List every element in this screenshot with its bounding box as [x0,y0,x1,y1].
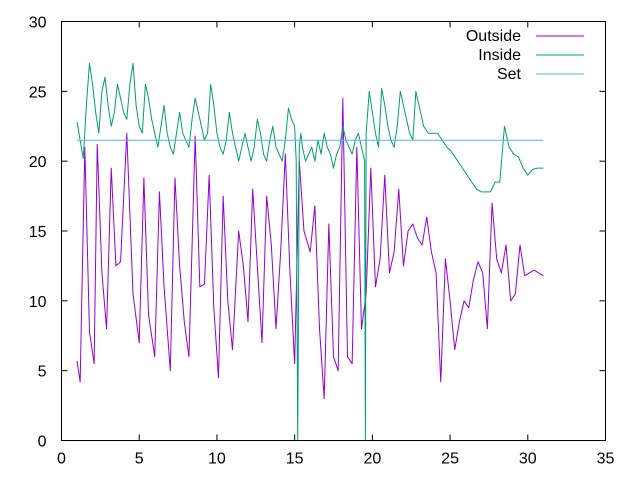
x-tick-label: 25 [441,451,459,468]
series-line-outside [76,97,544,400]
y-tick-label: 5 [38,364,47,381]
y-tick-label: 20 [29,154,47,171]
y-tick-label: 0 [38,434,47,451]
x-tick-label: 15 [286,451,304,468]
legend: Outside Inside Set [466,28,584,83]
x-tick-label: 0 [57,451,66,468]
y-tick-label: 10 [29,294,47,311]
x-tick-label: 10 [208,451,226,468]
series-line-inside [76,62,544,441]
x-tick-label: 20 [363,451,381,468]
y-tick-label: 25 [29,84,47,101]
x-tick-label: 5 [135,451,144,468]
legend-label-set: Set [497,66,522,83]
legend-label-inside: Inside [478,47,521,64]
x-axis: 0 5 10 15 20 25 30 35 [57,21,615,468]
x-tick-label: 35 [597,451,615,468]
plot-frame [61,21,606,441]
y-tick-label: 30 [29,15,47,32]
legend-label-outside: Outside [466,28,521,45]
y-axis: 0 5 10 15 20 25 30 [29,15,606,451]
plot-lines [76,62,544,441]
y-tick-label: 15 [29,224,47,241]
x-tick-label: 30 [519,451,537,468]
